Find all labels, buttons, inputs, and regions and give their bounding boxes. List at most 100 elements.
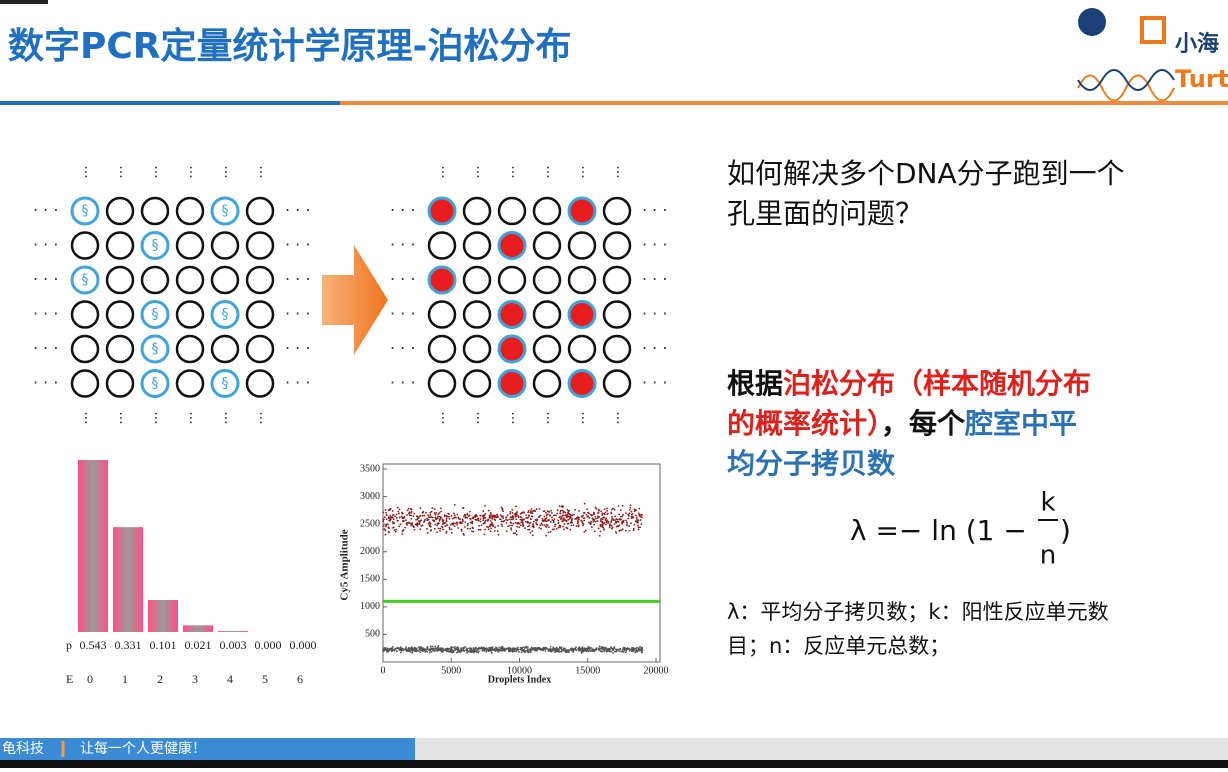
droplet bbox=[454, 645, 456, 648]
well bbox=[497, 196, 527, 226]
droplet bbox=[603, 522, 606, 524]
droplet bbox=[509, 516, 512, 519]
droplet bbox=[412, 515, 415, 518]
formula-num: k bbox=[1040, 488, 1055, 518]
droplet bbox=[419, 515, 421, 518]
ellipsis: · · · bbox=[642, 235, 667, 254]
droplet bbox=[585, 513, 588, 516]
droplet bbox=[529, 518, 532, 520]
droplet bbox=[618, 530, 621, 532]
droplet bbox=[558, 646, 561, 649]
droplet bbox=[593, 648, 596, 651]
droplet bbox=[494, 519, 497, 522]
well bbox=[140, 231, 170, 260]
droplet bbox=[569, 528, 572, 531]
droplet bbox=[496, 530, 499, 533]
paragraph-line: 根据泊松分布（样本随机分布 bbox=[727, 367, 1091, 400]
droplet bbox=[591, 648, 594, 651]
droplet bbox=[412, 526, 415, 529]
droplet bbox=[432, 519, 434, 522]
droplet bbox=[535, 508, 538, 511]
droplet bbox=[517, 646, 519, 649]
droplet bbox=[404, 647, 407, 650]
x-axis-label: Droplets Index bbox=[488, 674, 551, 685]
droplet bbox=[386, 651, 388, 653]
droplet bbox=[497, 533, 500, 536]
droplet bbox=[466, 524, 469, 527]
paragraph-line: 的概率统计），每个腔室中平 bbox=[727, 407, 1077, 440]
droplet bbox=[562, 525, 564, 528]
droplet bbox=[426, 648, 429, 651]
droplet bbox=[448, 517, 451, 520]
paragraph-segment: 腔室中平 bbox=[964, 407, 1077, 440]
droplet bbox=[402, 649, 405, 652]
droplet bbox=[385, 511, 387, 514]
droplet bbox=[439, 529, 441, 532]
droplet bbox=[499, 518, 502, 521]
droplet bbox=[490, 648, 493, 651]
droplet bbox=[477, 519, 480, 522]
droplet bbox=[404, 519, 407, 522]
droplet bbox=[544, 518, 547, 521]
droplet bbox=[599, 530, 602, 533]
droplet bbox=[494, 526, 497, 529]
well bbox=[175, 369, 205, 398]
well bbox=[175, 265, 205, 295]
droplet bbox=[408, 514, 411, 517]
value-label: 0.331 bbox=[115, 638, 142, 652]
droplet bbox=[460, 530, 463, 532]
droplet bbox=[599, 519, 602, 521]
droplet bbox=[602, 526, 605, 529]
droplet bbox=[510, 518, 513, 521]
droplet bbox=[514, 532, 517, 535]
droplet bbox=[577, 524, 580, 526]
droplet bbox=[406, 509, 409, 512]
droplet bbox=[419, 651, 421, 654]
droplet bbox=[514, 521, 517, 524]
ellipsis: ··· bbox=[574, 165, 590, 178]
x-tick-label: 0 bbox=[381, 665, 386, 676]
droplet bbox=[553, 528, 555, 531]
droplet bbox=[496, 649, 499, 652]
droplet bbox=[594, 515, 597, 518]
droplet bbox=[443, 649, 446, 652]
droplet bbox=[477, 651, 480, 654]
droplet bbox=[527, 528, 529, 531]
well bbox=[427, 369, 457, 398]
droplet bbox=[453, 649, 456, 652]
droplet bbox=[487, 526, 490, 529]
droplet bbox=[628, 525, 630, 527]
ellipsis: · · · bbox=[285, 201, 310, 220]
droplet bbox=[577, 518, 580, 521]
droplet bbox=[590, 647, 593, 649]
droplet bbox=[433, 649, 436, 652]
droplet bbox=[416, 524, 419, 527]
droplet bbox=[556, 509, 559, 511]
ellipsis: · · · bbox=[390, 201, 415, 220]
droplet bbox=[445, 517, 448, 520]
droplet bbox=[563, 523, 566, 525]
droplet bbox=[443, 515, 446, 518]
droplet bbox=[397, 647, 400, 650]
droplet bbox=[560, 516, 563, 518]
droplet bbox=[577, 525, 580, 528]
droplet bbox=[448, 515, 450, 518]
droplet bbox=[582, 647, 584, 650]
droplet bbox=[559, 515, 562, 518]
droplet bbox=[401, 533, 404, 535]
droplet bbox=[544, 650, 547, 652]
droplet bbox=[550, 509, 553, 512]
well bbox=[210, 300, 240, 329]
ellipsis: ··· bbox=[539, 165, 555, 178]
well bbox=[427, 334, 457, 364]
droplet bbox=[600, 517, 603, 520]
droplet bbox=[440, 525, 443, 528]
droplet bbox=[438, 519, 441, 522]
droplet bbox=[395, 528, 398, 531]
droplet bbox=[540, 527, 542, 530]
droplet bbox=[635, 516, 638, 519]
droplet bbox=[482, 514, 484, 517]
droplet bbox=[512, 522, 515, 525]
droplet bbox=[551, 648, 554, 650]
